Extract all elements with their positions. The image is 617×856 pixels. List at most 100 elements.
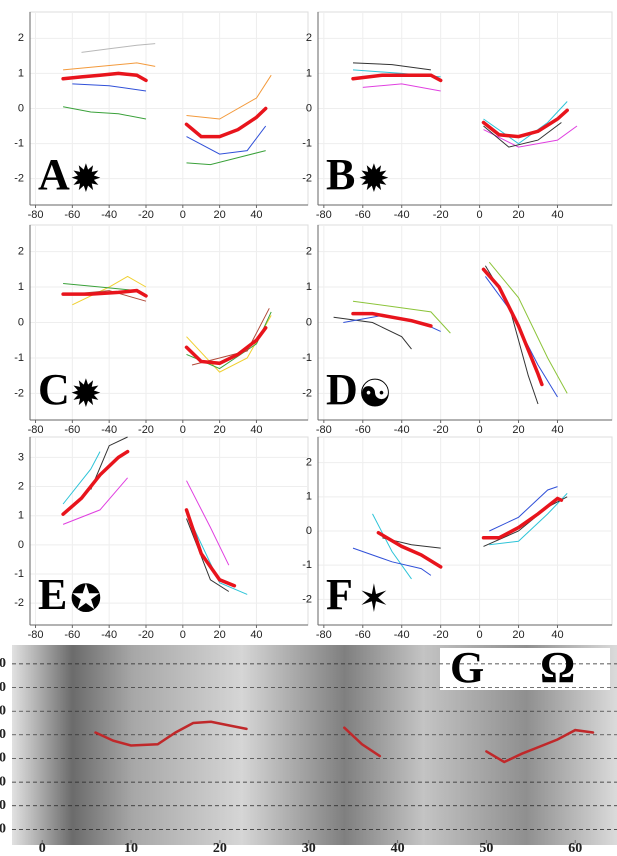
panel-symbol: ✹ — [358, 157, 390, 201]
mean-line — [61, 71, 268, 139]
x-tick-label: -60 — [355, 209, 371, 221]
x-tick-label: -40 — [101, 424, 117, 436]
y-tick-label: -1 — [14, 352, 24, 364]
plot-area — [29, 436, 309, 626]
x-tick-label: -60 — [355, 424, 371, 436]
x-tick-label: 20 — [214, 629, 226, 641]
series-line — [81, 43, 156, 53]
x-tick-label: 0 — [180, 629, 186, 641]
x-tick-label: -80 — [316, 424, 332, 436]
panel-label: A — [38, 150, 70, 199]
x-tick-label: -60 — [64, 424, 80, 436]
x-tick-label: -40 — [101, 629, 117, 641]
panel-label: G — [450, 643, 484, 692]
panel-label: E — [38, 570, 67, 619]
panel-symbol: ✹ — [70, 157, 102, 201]
y-tick-label: 260 — [0, 727, 6, 742]
x-tick-label: 20 — [512, 629, 524, 641]
x-tick-label: 40 — [250, 424, 262, 436]
y-tick-label: 320 — [0, 656, 6, 671]
y-tick-label: 1 — [18, 67, 24, 79]
y-tick-label: 0 — [18, 102, 24, 114]
y-tick-label: -1 — [14, 568, 24, 580]
x-tick-label: 20 — [214, 424, 226, 436]
y-tick-label: 180 — [0, 822, 6, 837]
x-tick-label: 40 — [250, 629, 262, 641]
mean-line — [351, 267, 544, 387]
panel-symbol: ☯ — [358, 372, 392, 416]
y-tick-label: -2 — [14, 173, 24, 185]
y-tick-label: -2 — [302, 593, 312, 605]
y-tick-label: 2 — [18, 480, 24, 492]
mean-line — [61, 449, 237, 588]
x-tick-label: -60 — [64, 629, 80, 641]
y-tick-label: 1 — [306, 491, 312, 503]
mean-line — [61, 288, 268, 366]
y-tick-label: -2 — [14, 597, 24, 609]
panel-symbol: ✶ — [358, 577, 390, 621]
x-tick-label: 20 — [512, 424, 524, 436]
y-tick-label: 1 — [306, 67, 312, 79]
x-tick-label: -20 — [433, 209, 449, 221]
label-box — [440, 648, 610, 690]
x-tick-label: 40 — [551, 629, 563, 641]
x-tick-label: 20 — [214, 209, 226, 221]
x-tick-label: 50 — [479, 841, 493, 856]
x-tick-label: -80 — [28, 209, 44, 221]
x-tick-label: -20 — [138, 424, 154, 436]
y-tick-label: 300 — [0, 680, 6, 695]
panel-symbol: ✹ — [70, 372, 102, 416]
x-tick-label: -80 — [316, 629, 332, 641]
x-tick-label: -80 — [28, 629, 44, 641]
y-tick-label: 2 — [306, 457, 312, 469]
x-tick-label: -60 — [64, 209, 80, 221]
x-tick-label: 0 — [39, 841, 46, 856]
x-tick-label: 0 — [180, 424, 186, 436]
x-tick-label: -20 — [138, 629, 154, 641]
panel-label: C — [38, 365, 70, 414]
x-tick-label: -40 — [394, 209, 410, 221]
y-tick-label: 3 — [18, 451, 24, 463]
y-tick-label: 0 — [306, 525, 312, 537]
panel-label: D — [326, 365, 358, 414]
series-line — [352, 62, 562, 148]
y-tick-label: -1 — [302, 352, 312, 364]
x-tick-label: -20 — [433, 424, 449, 436]
x-tick-label: 40 — [250, 209, 262, 221]
mean-line — [376, 496, 564, 569]
x-tick-label: -80 — [316, 209, 332, 221]
x-tick-label: -80 — [28, 424, 44, 436]
x-tick-label: 10 — [124, 841, 138, 856]
y-tick-label: 0 — [18, 539, 24, 551]
y-tick-label: 1 — [18, 281, 24, 293]
y-tick-label: -1 — [14, 137, 24, 149]
panel-label: B — [326, 150, 355, 199]
x-tick-label: 60 — [568, 841, 582, 856]
mean-line — [351, 73, 569, 139]
series-line — [63, 106, 266, 166]
x-tick-label: -40 — [101, 209, 117, 221]
y-tick-label: 0 — [18, 316, 24, 328]
series-line — [362, 83, 578, 148]
x-tick-label: -60 — [355, 629, 371, 641]
y-tick-label: 2 — [18, 245, 24, 257]
x-tick-label: 0 — [477, 424, 483, 436]
series-line — [372, 493, 568, 580]
y-tick-label: 0 — [306, 102, 312, 114]
x-tick-label: 0 — [477, 209, 483, 221]
series-line — [62, 477, 230, 566]
mean-line — [94, 720, 595, 764]
y-tick-label: -2 — [14, 387, 24, 399]
x-tick-label: 30 — [302, 841, 316, 856]
y-tick-label: 2 — [18, 32, 24, 44]
x-tick-label: 40 — [551, 424, 563, 436]
y-tick-label: 200 — [0, 798, 6, 813]
x-tick-label: -20 — [138, 209, 154, 221]
y-tick-label: 1 — [306, 281, 312, 293]
x-tick-label: -40 — [394, 424, 410, 436]
x-tick-label: 40 — [391, 841, 405, 856]
x-tick-label: 40 — [551, 209, 563, 221]
panel-symbol: Ω — [540, 643, 575, 692]
y-tick-label: 280 — [0, 703, 6, 718]
